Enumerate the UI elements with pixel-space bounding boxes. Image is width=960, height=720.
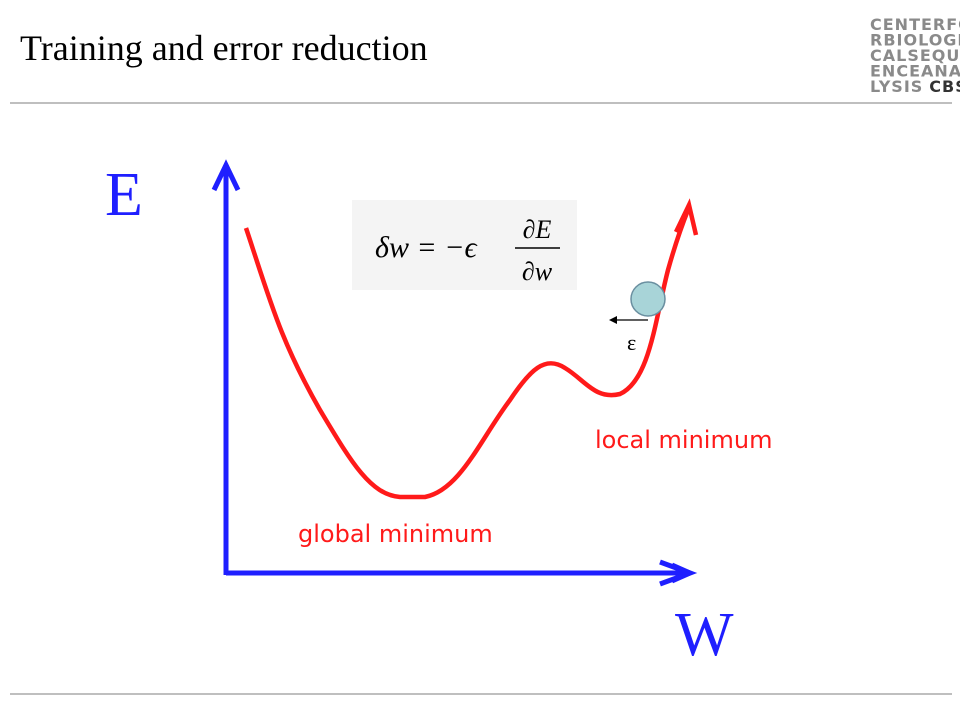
- formula-denominator: ∂w: [522, 257, 553, 286]
- logo-line: CALSEQU: [870, 46, 960, 65]
- slide-title: Training and error reduction: [20, 28, 428, 68]
- step-label: ε: [627, 330, 636, 355]
- formula-box: [352, 200, 577, 290]
- formula-lhs: δw = −ϵ: [375, 231, 478, 264]
- logo-line: RBIOLOGI: [870, 31, 960, 50]
- curve-arrow: [673, 198, 699, 236]
- y-axis-label: E: [105, 161, 143, 229]
- logo-line: CENTERFO: [870, 15, 960, 34]
- x-axis-label: W: [675, 601, 734, 669]
- logo-line: LYSIS: [870, 77, 923, 96]
- global-label: global minimum: [298, 520, 493, 548]
- axes: [211, 159, 698, 587]
- formula-numerator: ∂E: [523, 215, 552, 244]
- error-curve: [243, 209, 691, 500]
- ball: [630, 281, 666, 317]
- logo: CENTERFORBIOLOGICALSEQUENCEANALYSIS CBS: [870, 15, 960, 96]
- local-label: local minimum: [595, 426, 772, 454]
- logo-line: ENCEANA: [870, 62, 960, 81]
- step-arrow-head: [609, 316, 617, 324]
- logo-accent: CBS: [929, 77, 960, 96]
